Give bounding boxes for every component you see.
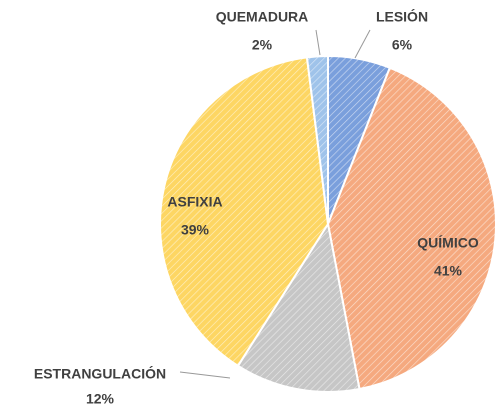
leader-line <box>315 29 321 56</box>
leader-line <box>179 371 231 379</box>
pie <box>159 54 496 393</box>
category-label: QUEMADURA <box>216 9 309 25</box>
pie-slice <box>159 56 330 368</box>
pie-slice <box>236 221 361 393</box>
value-label: 6% <box>392 37 413 53</box>
category-label: QUÍMICO <box>417 235 479 251</box>
category-label: LESIÓN <box>376 8 428 25</box>
pie-slice <box>305 54 329 225</box>
category-label: ASFIXIA <box>167 194 222 210</box>
category-label: ESTRANGULACIÓN <box>34 365 166 382</box>
pie-slice <box>326 66 496 391</box>
value-label: 41% <box>434 263 463 279</box>
value-label: 12% <box>86 391 115 407</box>
leader-line <box>354 29 371 59</box>
value-label: 2% <box>252 37 273 53</box>
value-label: 39% <box>181 222 210 238</box>
